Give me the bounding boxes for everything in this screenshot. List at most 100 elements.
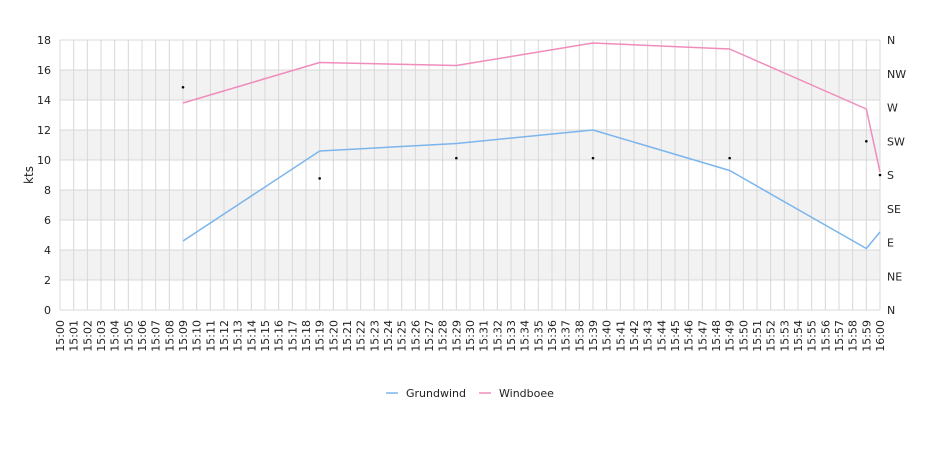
- x-tick-label: 15:01: [68, 320, 81, 352]
- y2-axis-labels: N NE E SE S SW W NW N: [887, 34, 906, 317]
- x-tick-label: 15:42: [628, 320, 641, 352]
- y-axis-labels: 0 2 4 6 8 10 12 14 16 18: [37, 34, 51, 317]
- direction-point: [728, 156, 731, 160]
- series-lines: [182, 42, 881, 250]
- x-tick-label: 15:29: [450, 320, 463, 352]
- series-line: [182, 42, 881, 173]
- x-tick-label: 15:05: [122, 320, 135, 352]
- direction-point: [878, 173, 882, 177]
- x-tick-label: 15:44: [655, 320, 668, 352]
- x-tick-label: 15:22: [355, 320, 368, 352]
- y-axis-title: kts: [22, 166, 36, 184]
- x-tick-label: 15:26: [409, 320, 422, 352]
- x-tick-label: 15:00: [54, 320, 67, 352]
- x-tick-label: 15:14: [245, 320, 258, 352]
- x-tick-label: 15:38: [573, 320, 586, 352]
- y-tick-label: 4: [44, 244, 51, 257]
- x-tick-label: 15:43: [642, 320, 655, 352]
- x-tick-label: 15:10: [191, 320, 204, 352]
- legend-item[interactable]: Grundwind: [406, 387, 466, 400]
- direction-point: [591, 156, 595, 160]
- x-tick-label: 15:27: [423, 320, 436, 352]
- x-tick-label: 15:09: [177, 320, 190, 352]
- x-tick-label: 15:37: [560, 320, 573, 352]
- x-tick-label: 15:24: [382, 320, 395, 352]
- x-tick-label: 15:41: [614, 320, 627, 352]
- y2-tick-label: S: [887, 169, 894, 182]
- y-tick-label: 18: [37, 34, 51, 47]
- x-axis-labels: 15:00 15:01 15:02 15:03 15:04 15:05 15:06 15:07…: [54, 320, 887, 352]
- x-tick-label: 15:52: [765, 320, 778, 352]
- x-tick-label: 15:31: [478, 320, 491, 352]
- y-tick-label: 8: [44, 184, 51, 197]
- x-tick-label: 15:46: [683, 320, 696, 352]
- y2-tick-label: SW: [887, 135, 905, 148]
- y-tick-label: 14: [37, 94, 51, 107]
- x-tick-label: 15:39: [587, 320, 600, 352]
- y-tick-label: 2: [44, 274, 51, 287]
- x-tick-label: 15:47: [696, 320, 709, 352]
- x-tick-label: 15:58: [847, 320, 860, 352]
- x-tick-label: 15:18: [300, 320, 313, 352]
- x-tick-label: 15:19: [314, 320, 327, 352]
- direction-point: [181, 85, 185, 89]
- x-tick-label: 15:59: [860, 320, 873, 352]
- x-tick-label: 15:28: [437, 320, 450, 352]
- x-tick-label: 15:21: [341, 320, 354, 352]
- x-tick-label: 15:02: [81, 320, 94, 352]
- x-tick-label: 15:51: [751, 320, 764, 352]
- x-tick-label: 15:45: [669, 320, 682, 352]
- x-tick-label: 15:17: [286, 320, 299, 352]
- direction-points: [181, 85, 882, 180]
- x-tick-label: 15:34: [519, 320, 532, 352]
- x-tick-label: 15:50: [737, 320, 750, 352]
- y2-tick-label: NE: [887, 270, 902, 283]
- y-tick-label: 10: [37, 154, 51, 167]
- x-tick-label: 15:55: [806, 320, 819, 352]
- x-tick-label: 15:49: [724, 320, 737, 352]
- y-tick-label: 12: [37, 124, 51, 137]
- y2-tick-label: SE: [887, 203, 901, 216]
- y-tick-label: 16: [37, 64, 51, 77]
- series-line: [182, 129, 881, 250]
- x-tick-label: 16:00: [874, 320, 887, 352]
- x-tick-label: 15:16: [273, 320, 286, 352]
- x-tick-label: 15:48: [710, 320, 723, 352]
- x-tick-label: 15:06: [136, 320, 149, 352]
- x-tick-label: 15:36: [546, 320, 559, 352]
- x-tick-label: 15:15: [259, 320, 272, 352]
- x-tick-label: 15:20: [327, 320, 340, 352]
- x-tick-label: 15:13: [232, 320, 245, 352]
- direction-point: [865, 139, 868, 143]
- legend[interactable]: Grundwind Windboee: [386, 387, 554, 400]
- vertical-gridlines: [59, 40, 881, 310]
- x-tick-label: 15:57: [833, 320, 846, 352]
- y2-tick-label: W: [887, 102, 898, 115]
- direction-point: [318, 177, 321, 180]
- y2-tick-label: NW: [887, 68, 906, 81]
- x-tick-label: 15:40: [601, 320, 614, 352]
- x-tick-label: 15:25: [396, 320, 409, 352]
- x-tick-label: 15:32: [491, 320, 504, 352]
- x-tick-label: 15:03: [95, 320, 108, 352]
- x-tick-label: 15:33: [505, 320, 518, 352]
- y2-tick-label: E: [887, 237, 894, 250]
- x-tick-label: 15:12: [218, 320, 231, 352]
- horizontal-gridlines: [60, 39, 880, 311]
- x-tick-label: 15:30: [464, 320, 477, 352]
- y2-tick-label: N: [887, 34, 895, 47]
- x-tick-label: 15:04: [109, 320, 122, 352]
- x-tick-label: 15:23: [368, 320, 381, 352]
- x-tick-label: 15:11: [204, 320, 217, 352]
- y-tick-label: 0: [44, 304, 51, 317]
- x-tick-label: 15:07: [150, 320, 163, 352]
- x-tick-label: 15:53: [778, 320, 791, 352]
- x-tick-label: 15:08: [163, 320, 176, 352]
- y2-tick-label: N: [887, 304, 895, 317]
- x-tick-label: 15:56: [819, 320, 832, 352]
- x-tick-label: 15:54: [792, 320, 805, 352]
- legend-item[interactable]: Windboee: [499, 387, 554, 400]
- x-tick-label: 15:35: [532, 320, 545, 352]
